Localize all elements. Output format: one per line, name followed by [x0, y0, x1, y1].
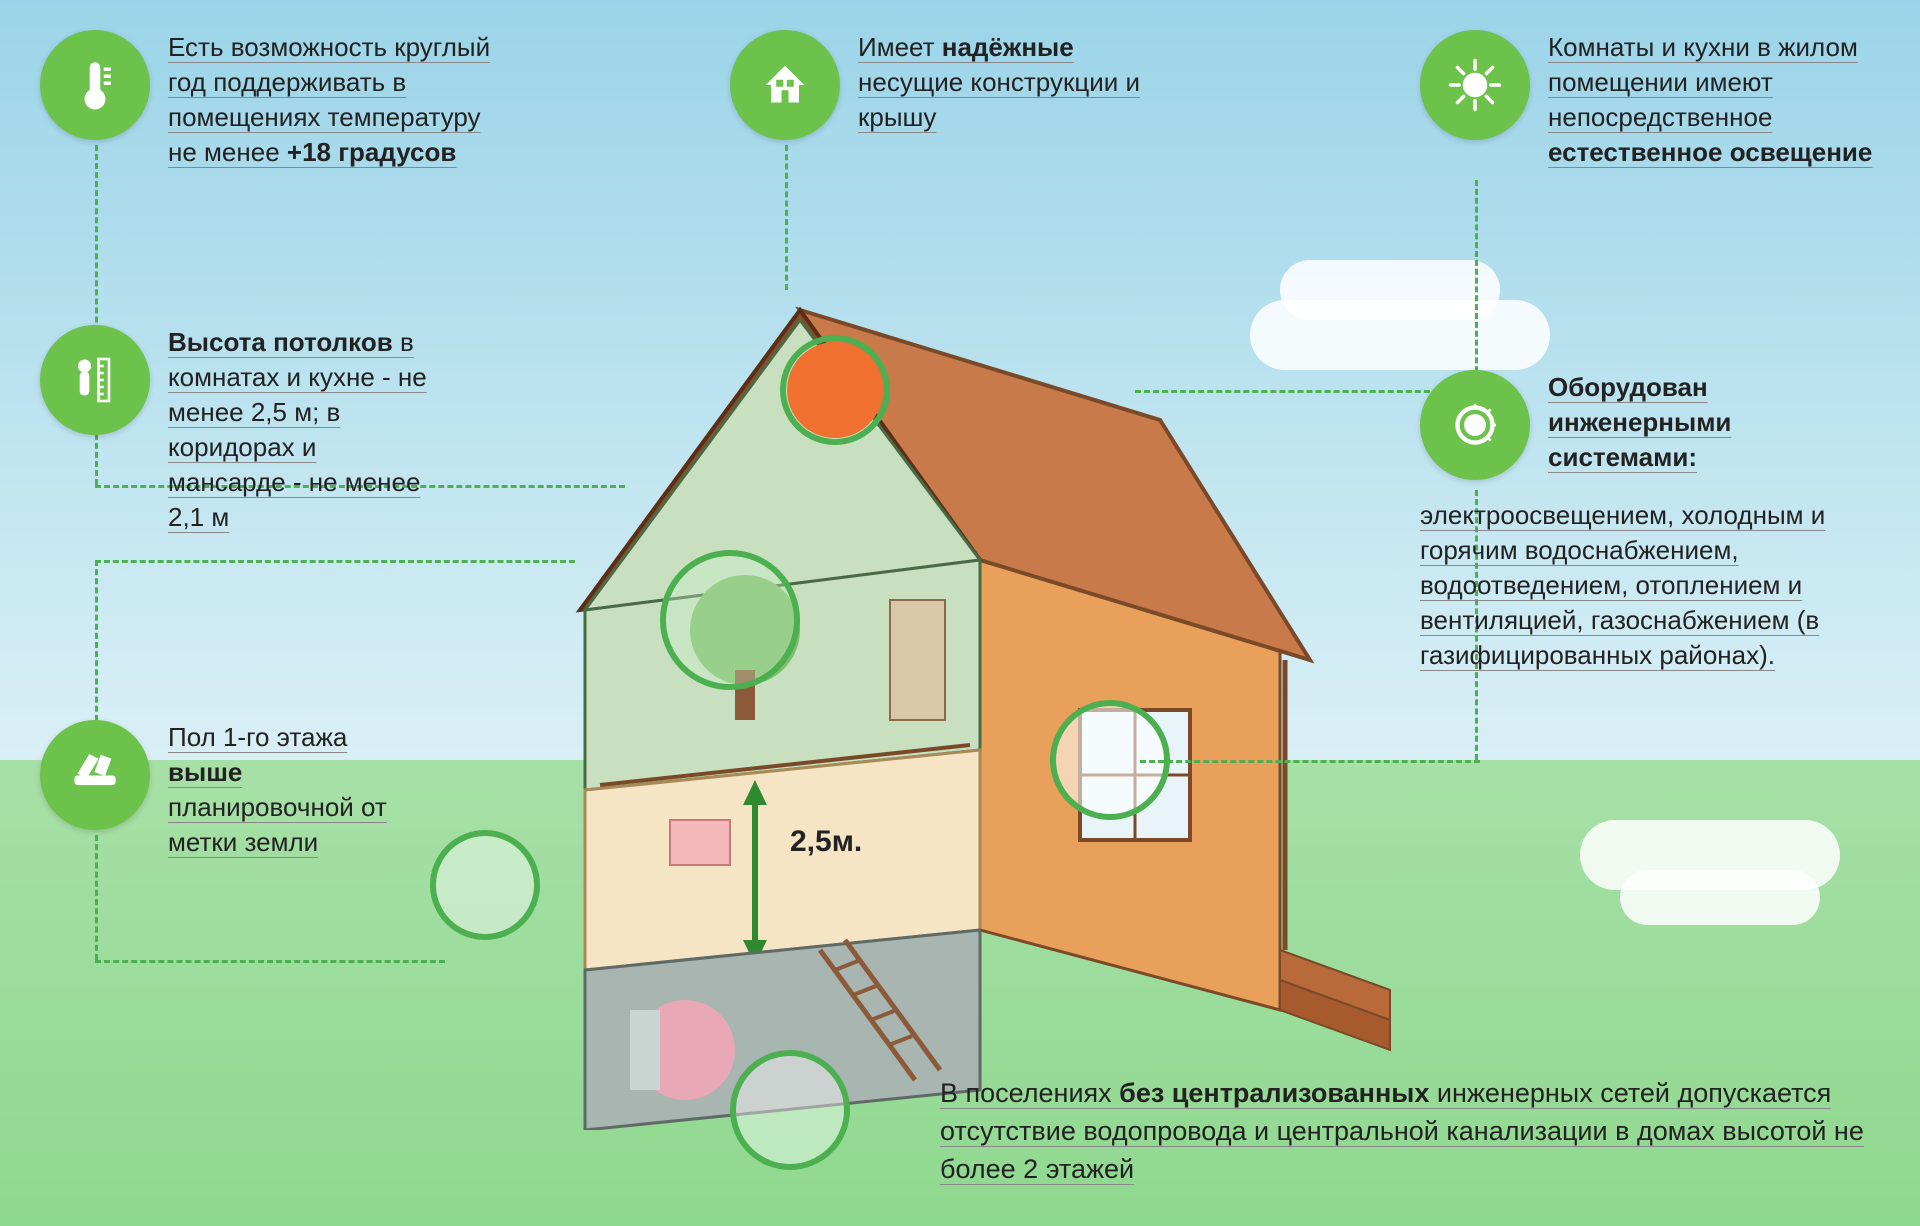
callout-text: Пол 1-го этажа выше планировочной от мет… — [168, 720, 400, 860]
connector — [95, 960, 445, 963]
connector — [1475, 180, 1478, 390]
connector — [1140, 760, 1480, 763]
house-svg — [520, 230, 1420, 1130]
sun-icon — [1420, 30, 1530, 140]
cloud — [1620, 870, 1820, 925]
ceiling-height-label: 2,5м. — [790, 825, 862, 859]
callout-floor: Пол 1-го этажа выше планировочной от мет… — [40, 720, 400, 860]
callout-text: Высота потолков в комнатах и кухне - не … — [168, 325, 440, 536]
marker-wall — [430, 830, 540, 940]
connector — [95, 560, 575, 563]
house-illustration: 2,5м. — [520, 230, 1420, 1130]
callout-extra-text: электроосвещением, холодным и горячим во… — [1420, 498, 1880, 673]
height-icon — [40, 325, 150, 435]
connector — [95, 560, 98, 730]
callout-ceiling: Высота потолков в комнатах и кухне - не … — [40, 325, 440, 536]
thermometer-icon — [40, 30, 150, 140]
callout-text: Оборудован инженерными системами: — [1548, 370, 1880, 475]
marker-basement — [730, 1050, 850, 1170]
bottom-note: В поселениях без централизованных инжене… — [940, 1075, 1880, 1188]
callout-text: Комнаты и кухни в жилом помещении имеют … — [1548, 30, 1880, 170]
plan-icon — [40, 720, 150, 830]
connector — [785, 145, 788, 290]
marker-tree — [660, 550, 800, 690]
infographic-stage: 2,5м. Есть возможность круглый год подде… — [0, 0, 1920, 1226]
callout-text: Есть возможность круглый год поддерживат… — [168, 30, 500, 170]
callout-roof: Имеет надёжные несущие конструкции и кры… — [730, 30, 1150, 140]
callout-systems: Оборудован инженерными системами: электр… — [1420, 370, 1880, 673]
house-icon — [730, 30, 840, 140]
dial-icon — [1420, 370, 1530, 480]
callout-temperature: Есть возможность круглый год поддерживат… — [40, 30, 500, 170]
callout-text: Имеет надёжные несущие конструкции и кры… — [858, 30, 1150, 135]
callout-light: Комнаты и кухни в жилом помещении имеют … — [1420, 30, 1880, 170]
marker-roof-sun — [780, 335, 890, 445]
